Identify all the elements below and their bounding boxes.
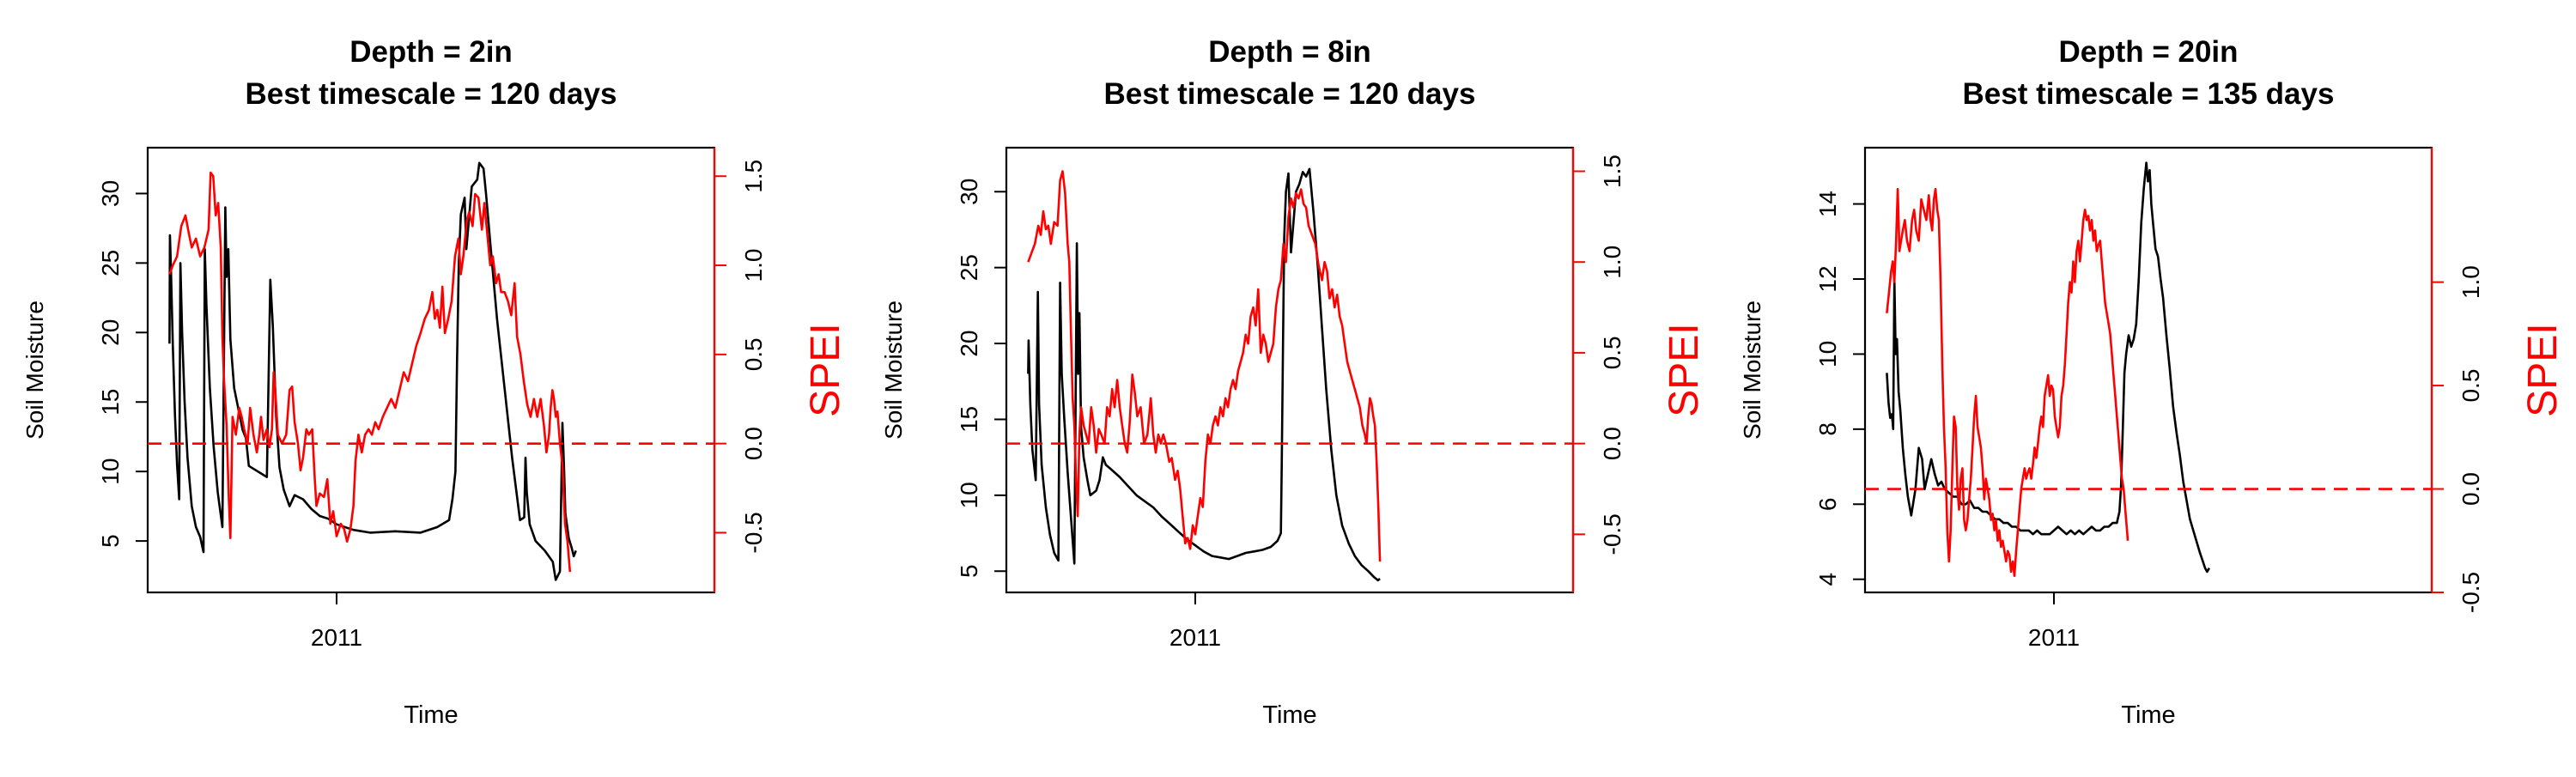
y2-tick-label: -0.5 (740, 512, 767, 553)
y-tick-label: 20 (97, 319, 124, 346)
y-axis-label: Soil Moisture (880, 300, 907, 440)
y2-tick-label: 0.0 (740, 427, 767, 460)
y-axis-label: Soil Moisture (21, 300, 48, 440)
chart-subtitle: Best timescale = 120 days (1104, 77, 1476, 111)
y2-tick-label: 0.0 (2458, 472, 2484, 506)
soil-moisture-series-line (1027, 167, 1381, 582)
y-tick-label: 10 (956, 482, 982, 508)
y-axis-label: Soil Moisture (1739, 300, 1765, 440)
y-tick-label: 10 (1814, 341, 1841, 367)
y2-tick-label: 1.0 (2458, 265, 2484, 299)
chart-title: Depth = 20in (2058, 35, 2238, 69)
spei-series-line (1886, 187, 2129, 577)
soil-moisture-series-line (168, 161, 577, 581)
y2-tick-label: -0.5 (2458, 572, 2484, 613)
chart-panel-1: Depth = 2in Best timescale = 120 days 5 10 1… (21, 35, 848, 729)
y2-axis-label: SPEI (1662, 323, 1707, 416)
y-tick-label: 14 (1814, 191, 1841, 217)
y2-tick-label: -0.5 (1599, 513, 1625, 555)
y2-tick-label: 0.5 (1599, 336, 1625, 369)
x-axis-label: Time (404, 701, 458, 729)
y2-tick-label: 1.5 (1599, 155, 1625, 188)
y-tick-label: 8 (1814, 422, 1841, 436)
x-tick-label: 2011 (2028, 624, 2080, 651)
y-tick-label: 5 (97, 534, 124, 548)
y2-tick-label: 1.0 (740, 249, 767, 282)
y-tick-label: 15 (97, 389, 124, 416)
y2-tick-label: 1.5 (740, 160, 767, 193)
x-tick-label: 2011 (1170, 624, 1221, 651)
y2-tick-label: 0.5 (2458, 369, 2484, 403)
chart-subtitle: Best timescale = 135 days (1963, 77, 2335, 111)
y-tick-label: 5 (956, 564, 982, 578)
soil-moisture-series-line (1886, 161, 2211, 574)
x-axis-label: Time (2121, 701, 2175, 729)
chart-panel-3: Depth = 20in Best timescale = 135 days 4 6 8… (1739, 35, 2566, 729)
y2-axis-label: SPEI (2520, 323, 2566, 416)
spei-series-line (168, 171, 572, 573)
y-tick-label: 30 (956, 179, 982, 205)
chart-title: Depth = 8in (1208, 35, 1371, 69)
spei-series-line (1027, 170, 1382, 562)
chart-subtitle: Best timescale = 120 days (246, 77, 617, 111)
chart-panel-2: Depth = 8in Best timescale = 120 days 5 10 1… (880, 35, 1707, 729)
y-tick-label: 6 (1814, 497, 1841, 511)
y2-axis-label: SPEI (803, 323, 848, 416)
y-tick-label: 25 (97, 250, 124, 276)
y2-tick-label: 0.0 (1599, 427, 1625, 460)
y-tick-label: 12 (1814, 265, 1841, 292)
y2-tick-label: 0.5 (740, 337, 767, 371)
x-tick-label: 2011 (311, 624, 362, 651)
y2-tick-label: 1.0 (1599, 246, 1625, 279)
y-tick-label: 10 (97, 458, 124, 485)
y-tick-label: 4 (1814, 573, 1841, 586)
chart-title: Depth = 2in (349, 35, 513, 69)
y-tick-label: 25 (956, 254, 982, 281)
y-tick-label: 30 (97, 180, 124, 207)
y-tick-label: 20 (956, 330, 982, 356)
x-axis-label: Time (1262, 701, 1316, 729)
y-tick-label: 15 (956, 406, 982, 433)
